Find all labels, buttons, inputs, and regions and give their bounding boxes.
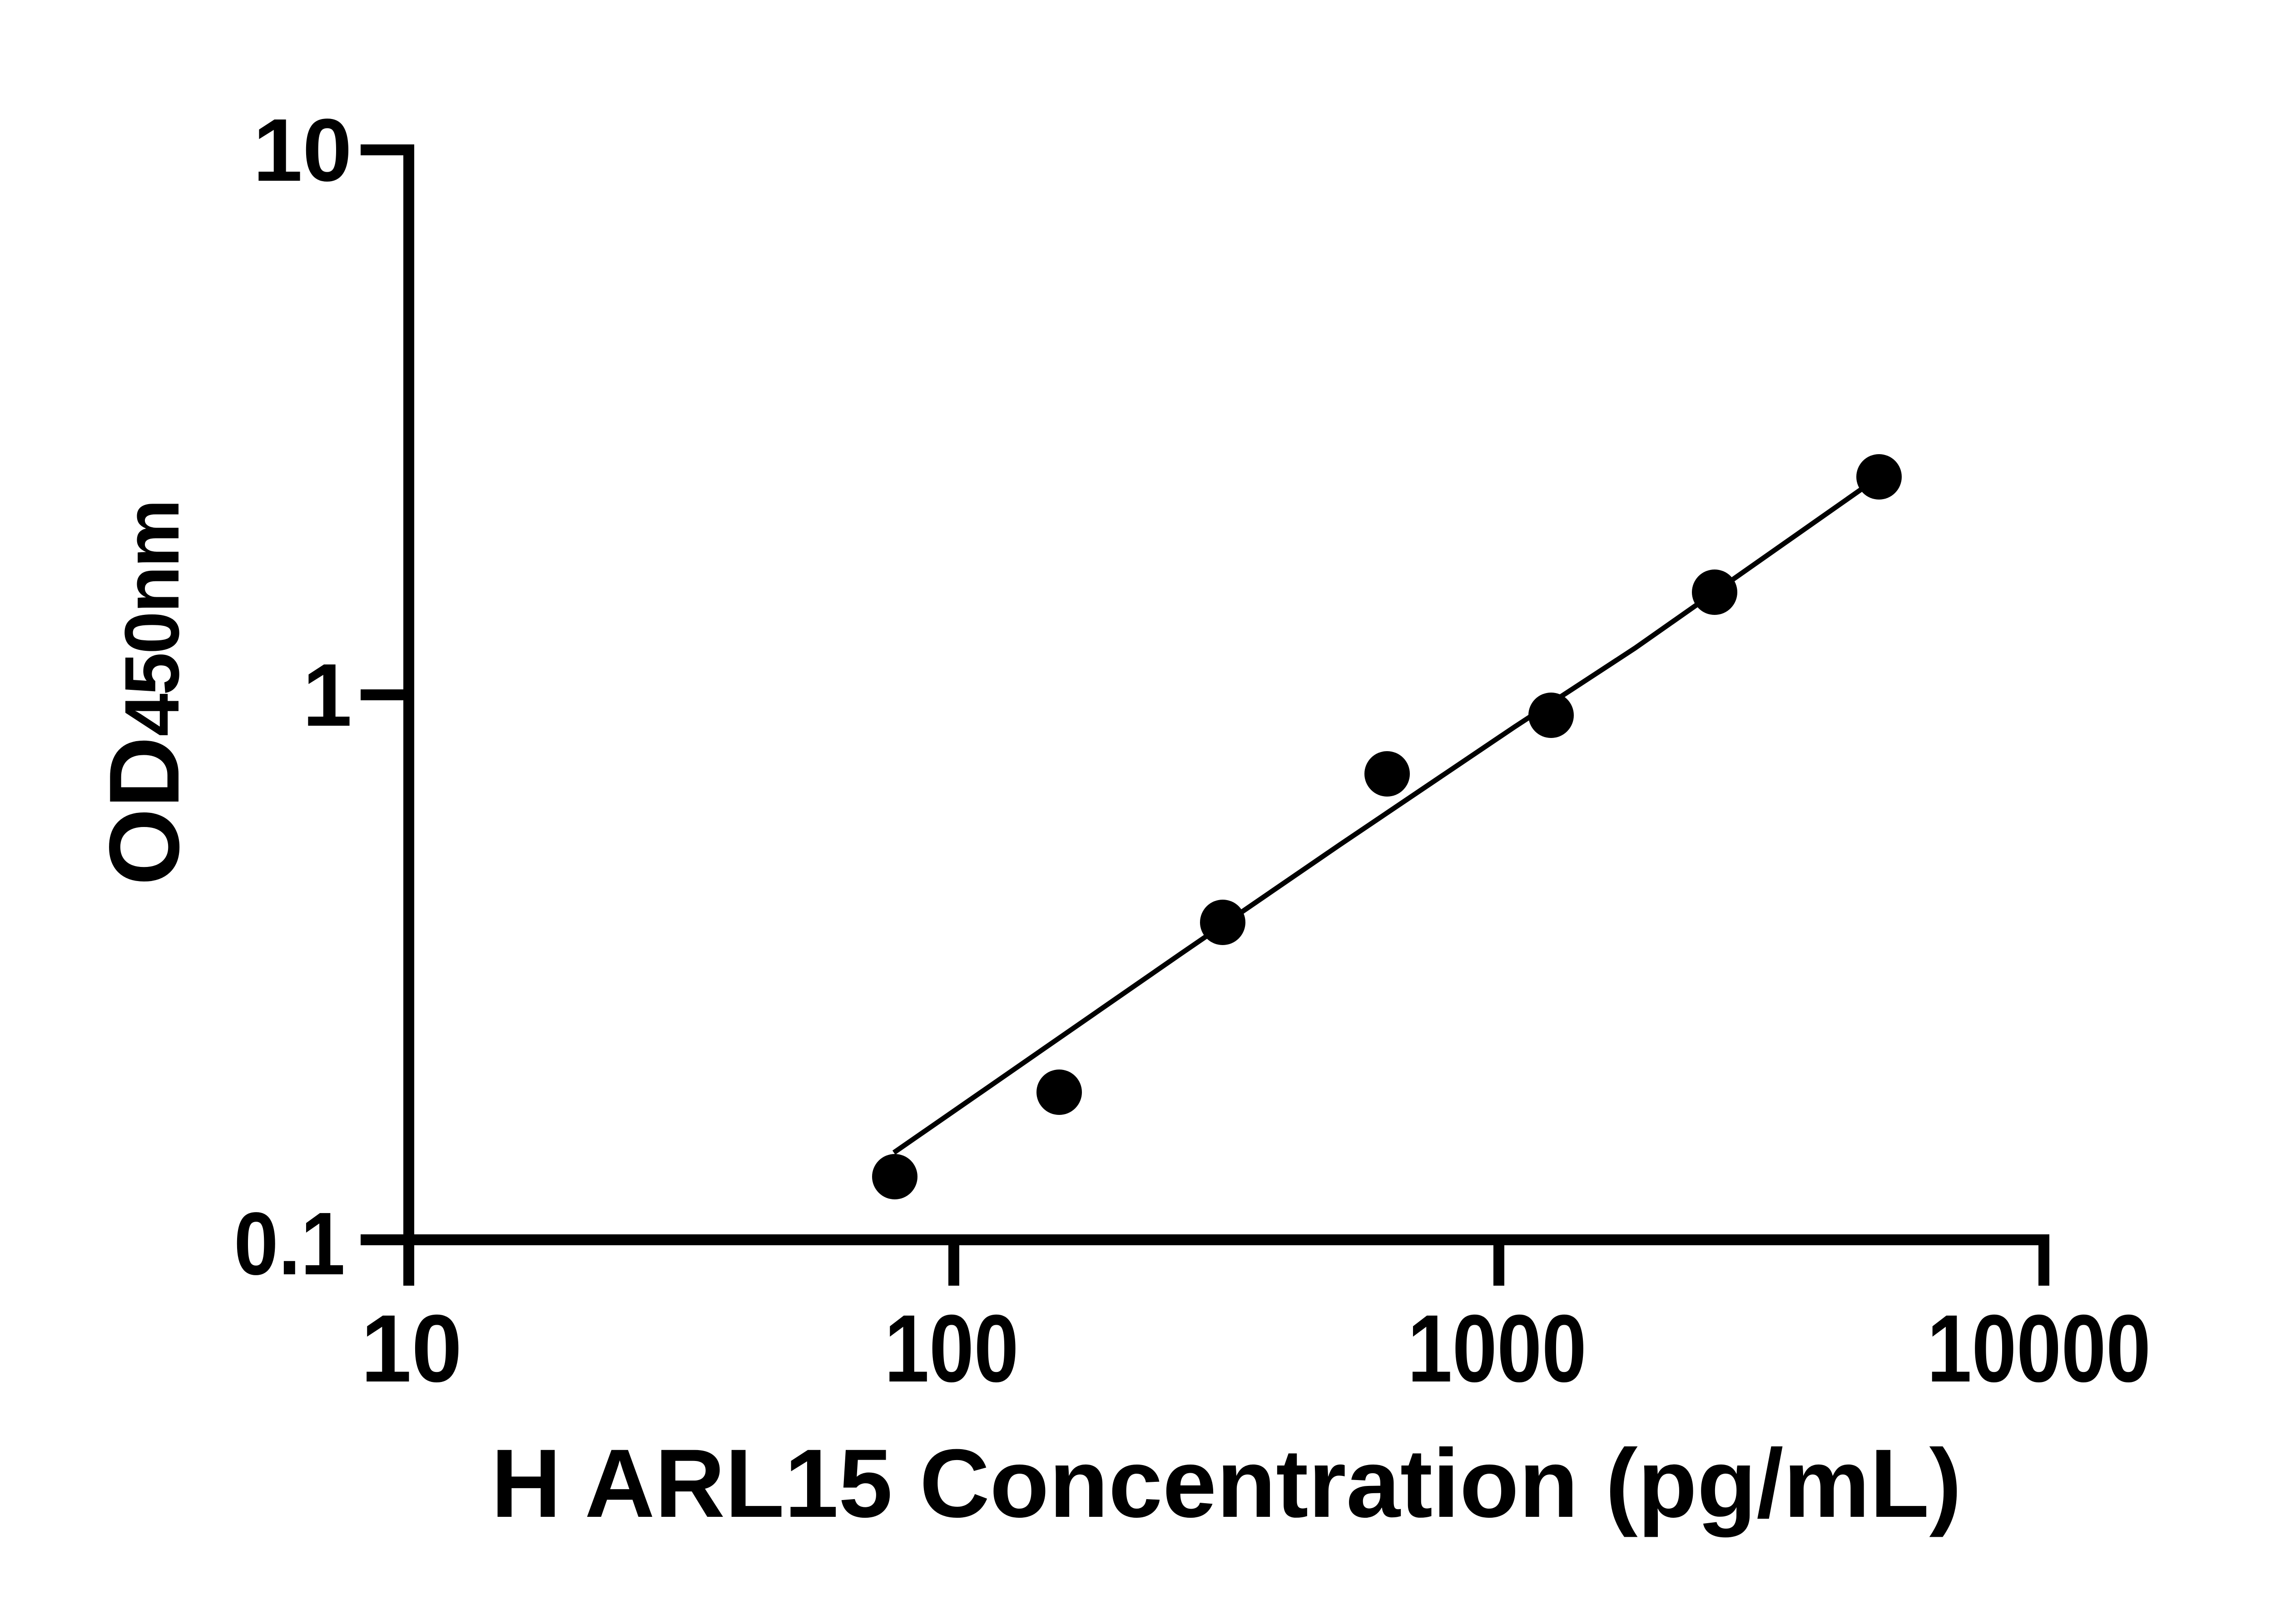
- svg-text:OD450nm: OD450nm: [89, 501, 200, 886]
- svg-text:0.1: 0.1: [234, 1193, 345, 1293]
- svg-text:1: 1: [302, 645, 352, 745]
- svg-text:100: 100: [884, 1295, 1019, 1402]
- svg-text:10: 10: [361, 1295, 462, 1402]
- svg-text:10: 10: [253, 100, 352, 200]
- svg-text:10000: 10000: [1927, 1295, 2151, 1402]
- svg-text:H ARL15 Concentration (pg/mL): H ARL15 Concentration (pg/mL): [491, 1429, 1962, 1538]
- svg-text:1000: 1000: [1408, 1295, 1587, 1402]
